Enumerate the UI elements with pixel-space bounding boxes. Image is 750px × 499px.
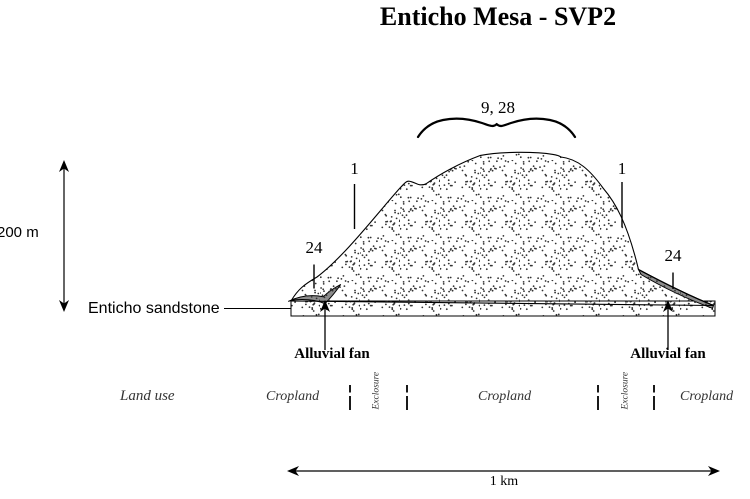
svg-text:1: 1 — [350, 159, 359, 178]
svg-text:24: 24 — [306, 238, 324, 257]
svg-text:Cropland: Cropland — [680, 389, 734, 404]
svg-text:200 m: 200 m — [0, 224, 39, 241]
svg-text:Exclosure: Exclosure — [621, 372, 631, 411]
svg-text:1 km: 1 km — [490, 474, 519, 489]
svg-text:1: 1 — [618, 159, 627, 178]
svg-text:Cropland: Cropland — [478, 389, 532, 404]
svg-text:Cropland: Cropland — [266, 389, 320, 404]
svg-text:9, 28: 9, 28 — [481, 98, 515, 117]
svg-text:Exclosure: Exclosure — [372, 372, 382, 411]
svg-text:Alluvial fan: Alluvial fan — [294, 346, 370, 362]
svg-text:24: 24 — [665, 246, 683, 265]
svg-text:Enticho sandstone: Enticho sandstone — [88, 300, 220, 317]
svg-text:Land use: Land use — [119, 388, 175, 404]
svg-text:Alluvial fan: Alluvial fan — [630, 346, 706, 362]
